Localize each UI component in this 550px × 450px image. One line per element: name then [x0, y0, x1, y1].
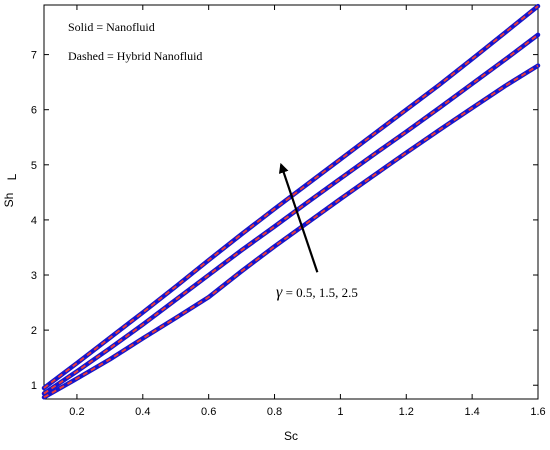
x-axis-label: Sc	[284, 429, 298, 443]
series-line-dashed-3	[43, 64, 539, 399]
legend-entry-solid: Solid = Nanofluid	[68, 20, 155, 34]
y-tick-label: 4	[31, 215, 37, 227]
x-tick-label: 0.2	[69, 406, 84, 418]
series-line-dashed-1	[43, 5, 539, 389]
axis-ticks: 0.2 0.4 0.6 0.8 1 1.2 1.4 1.6 1 2 3 4 5 6 7	[31, 5, 546, 418]
y-axis-label-subscript: L	[5, 173, 19, 180]
y-tick-label: 2	[31, 325, 37, 337]
y-axis-label-main: Sh	[2, 193, 16, 208]
gamma-values: = 0.5, 1.5, 2.5	[282, 285, 358, 300]
x-tick-label: 0.6	[201, 406, 216, 418]
x-tick-label: 1.4	[464, 406, 479, 418]
annotation-label: γ = 0.5, 1.5, 2.5	[276, 284, 358, 301]
y-axis-label-subscript-group: L	[5, 173, 19, 180]
y-tick-label: 1	[31, 380, 37, 392]
legend: Solid = Nanofluid Dashed = Hybrid Nanofl…	[68, 20, 202, 63]
x-tick-label: 0.8	[267, 406, 282, 418]
y-axis-label: Sh	[2, 193, 16, 208]
series-line-dashed-2	[43, 34, 539, 395]
gamma-symbol: γ	[276, 284, 283, 301]
legend-entry-dashed: Dashed = Hybrid Nanofluid	[68, 49, 202, 63]
annotation-arrow	[278, 162, 319, 273]
y-tick-label: 6	[31, 105, 37, 117]
x-tick-label: 1.2	[399, 406, 414, 418]
y-tick-label: 5	[31, 160, 37, 172]
y-tick-label: 7	[31, 50, 37, 62]
x-tick-label: 1.6	[530, 406, 545, 418]
x-tick-label: 1	[337, 406, 343, 418]
x-tick-label: 0.4	[135, 406, 150, 418]
y-tick-label: 3	[31, 270, 37, 282]
